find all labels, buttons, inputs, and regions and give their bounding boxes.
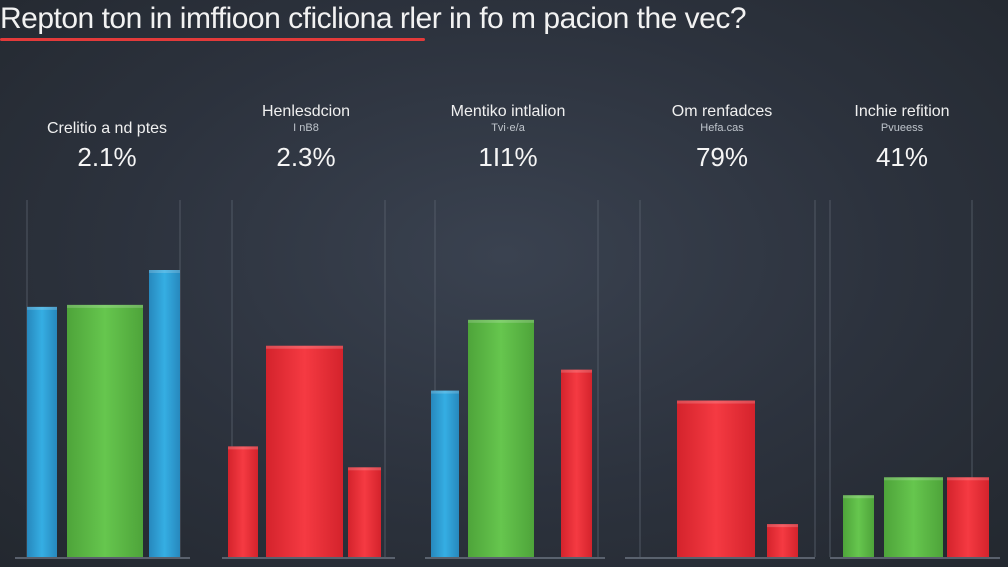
bar-highlight <box>431 390 459 394</box>
group-label: Mentiko intlalion <box>451 103 566 120</box>
bar-red <box>947 477 989 557</box>
bar-green <box>884 477 943 557</box>
bar-green <box>843 495 874 557</box>
bar-red <box>677 400 755 557</box>
bar-highlight <box>767 524 798 528</box>
bar-highlight <box>67 304 143 308</box>
group-sublabel: Pvueess <box>881 122 924 134</box>
bar-highlight <box>947 477 989 481</box>
group-label: Henlesdcion <box>262 103 350 120</box>
bar-highlight <box>677 400 755 404</box>
bar-highlight <box>468 319 534 323</box>
group-sublabel: I nB8 <box>293 122 319 134</box>
group-value-label: 41% <box>876 142 928 172</box>
group-label: Crelitio a nd ptes <box>47 120 167 137</box>
bar-highlight <box>561 369 592 373</box>
group-sublabel: Hefa.cas <box>700 122 744 134</box>
bar-blue <box>27 306 57 557</box>
chart-title: Repton ton in imffioon cficliona rler in… <box>0 2 747 35</box>
group-value-label: 1I1% <box>478 142 537 172</box>
bar-highlight <box>884 477 943 481</box>
bar-highlight <box>149 270 180 273</box>
group-label: Inchie refition <box>854 103 949 120</box>
bar-red <box>266 345 343 557</box>
bar-blue <box>431 390 459 557</box>
bar-highlight <box>228 446 258 450</box>
group-value-label: 2.3% <box>276 142 335 172</box>
bar-red <box>561 369 592 557</box>
group-label: Om renfadces <box>672 103 772 120</box>
group-value-label: 79% <box>696 142 748 172</box>
group-value-label: 2.1% <box>77 142 136 172</box>
bar-red <box>228 446 258 557</box>
bar-green <box>67 304 143 557</box>
bar-green <box>468 319 534 557</box>
bar-highlight <box>266 345 343 349</box>
bar-red <box>348 467 381 557</box>
bar-red <box>767 524 798 557</box>
bar-highlight <box>843 495 874 499</box>
bar-highlight <box>348 467 381 471</box>
group-sublabel: Tvi·e/a <box>491 122 526 134</box>
bar-blue <box>149 270 180 557</box>
title-underline <box>0 38 425 41</box>
bar-highlight <box>27 306 57 310</box>
